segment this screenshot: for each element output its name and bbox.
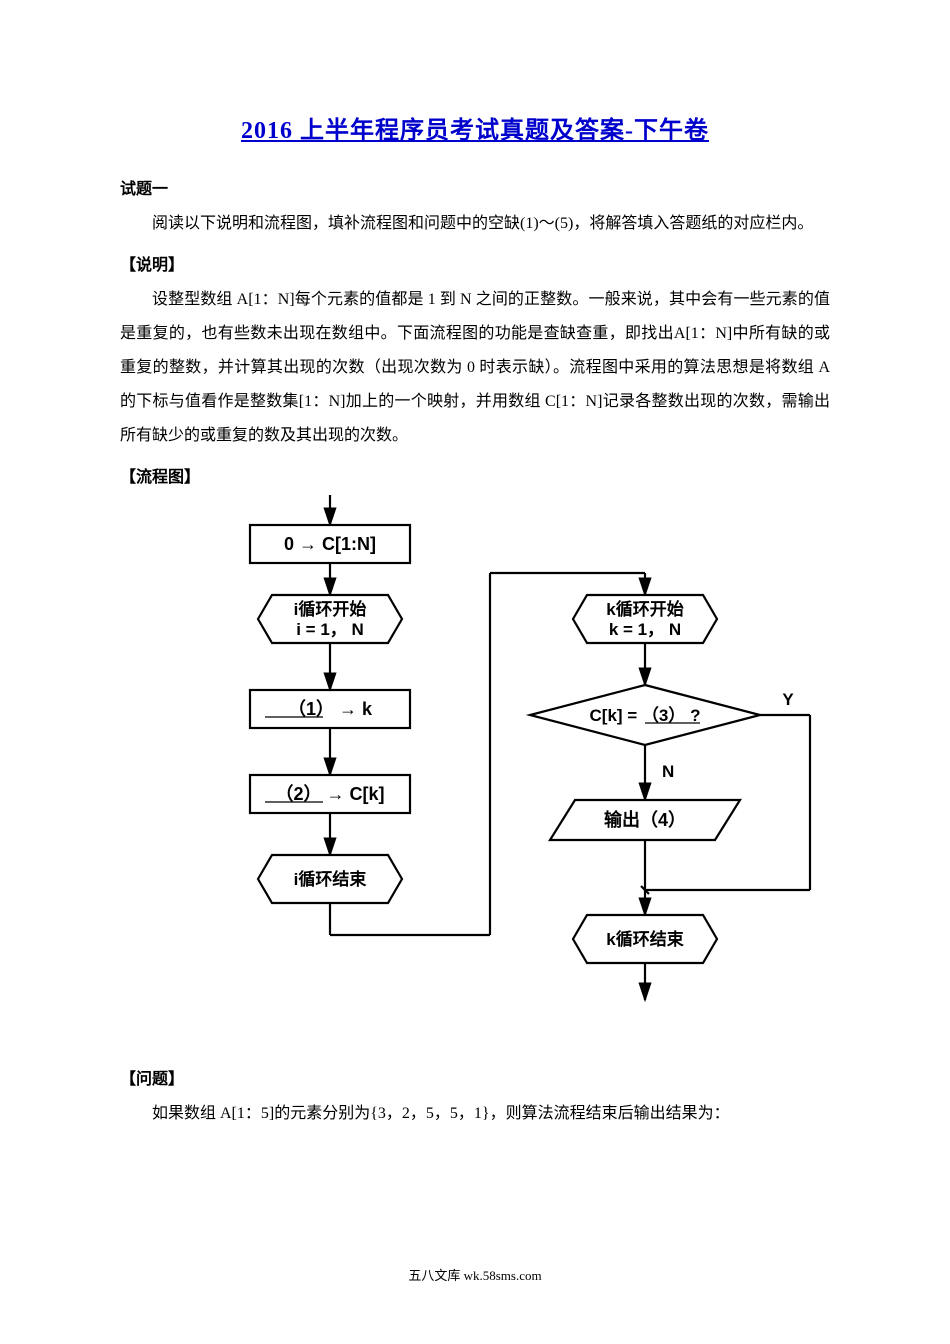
flow-output: 输出（4） (604, 809, 686, 830)
flow-step1: （1） → k (288, 699, 373, 719)
flow-yes-label: Y (782, 690, 794, 709)
description-heading: 【说明】 (120, 251, 830, 275)
page-title: 2016 上半年程序员考试真题及答案-下午卷 (120, 110, 830, 145)
flowchart: 0 → C[1:N] i循环开始 i = 1， N （1） → k （2） → … (160, 495, 840, 1055)
flow-i-loop-start-1: i循环开始 (294, 599, 367, 619)
flow-step2: （2） → C[k] (275, 784, 384, 804)
problem-body: 如果数组 A[1：5]的元素分别为{3，2，5，5，1}，则算法流程结束后输出结… (120, 1097, 830, 1131)
problem-heading: 【问题】 (120, 1065, 830, 1089)
flow-k-loop-end: k循环结束 (606, 929, 683, 949)
flow-init: 0 → C[1:N] (284, 534, 376, 554)
flow-no-label: N (662, 762, 674, 781)
page: 2016 上半年程序员考试真题及答案-下午卷 试题一 阅读以下说明和流程图，填补… (0, 0, 950, 1344)
flowchart-heading: 【流程图】 (120, 463, 830, 487)
flow-i-loop-start-2: i = 1， N (296, 620, 364, 639)
flow-cond: C[k] = （3） ? (590, 705, 701, 725)
question-heading: 试题一 (120, 175, 830, 199)
flow-k-loop-start-1: k循环开始 (606, 599, 683, 619)
flow-k-loop-start-2: k = 1， N (609, 620, 681, 639)
flow-i-loop-end: i循环结束 (294, 869, 367, 889)
flowchart-svg: 0 → C[1:N] i循环开始 i = 1， N （1） → k （2） → … (160, 495, 840, 1055)
question-intro: 阅读以下说明和流程图，填补流程图和问题中的空缺(1)～(5)，将解答填入答题纸的… (120, 207, 830, 241)
description-body: 设整型数组 A[1：N]每个元素的值都是 1 到 N 之间的正整数。一般来说，其… (120, 283, 830, 453)
page-footer: 五八文库 wk.58sms.com (0, 1265, 950, 1284)
